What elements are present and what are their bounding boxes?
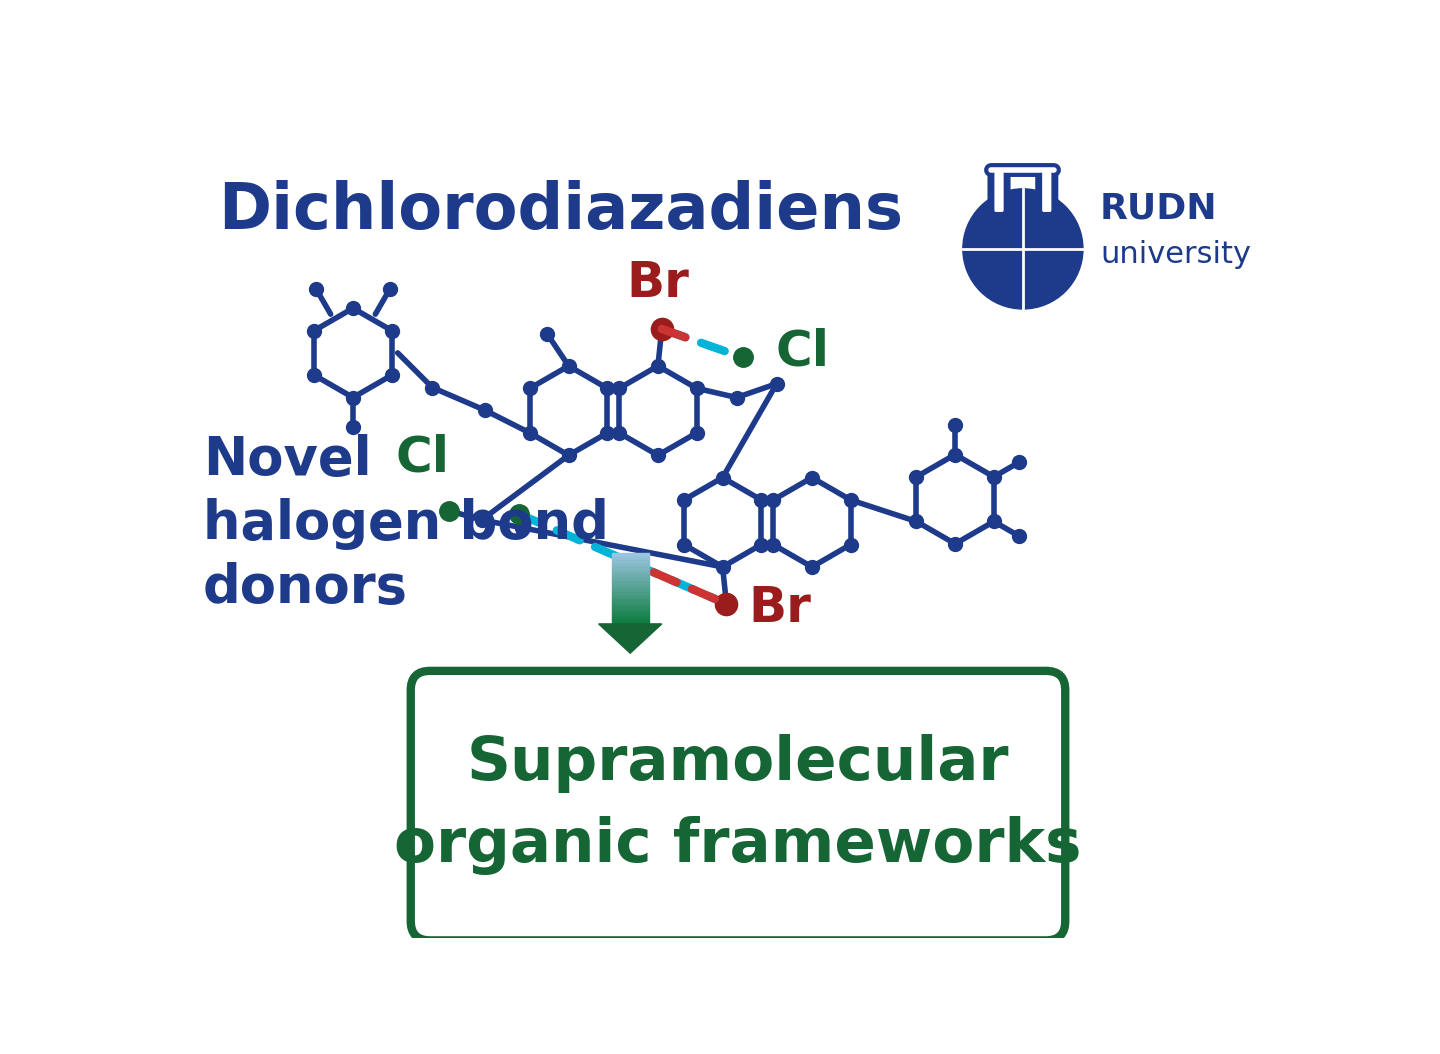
Text: Cl: Cl (396, 433, 449, 482)
FancyBboxPatch shape (410, 670, 1066, 940)
Bar (612, 574, 648, 578)
Bar (612, 564, 648, 567)
Bar (612, 592, 648, 596)
Bar (612, 613, 648, 617)
Bar (612, 578, 648, 582)
Text: Novel
halogen bond
donors: Novel halogen bond donors (203, 433, 609, 614)
Circle shape (963, 189, 1083, 309)
Bar (612, 571, 648, 574)
Bar (612, 603, 648, 606)
FancyBboxPatch shape (1043, 172, 1051, 212)
Text: RUDN: RUDN (1100, 191, 1218, 226)
Bar (612, 553, 648, 557)
Text: Br: Br (626, 259, 690, 308)
Bar (612, 557, 648, 560)
Bar (612, 585, 648, 588)
Bar (612, 596, 648, 599)
Text: Cl: Cl (775, 328, 829, 375)
Text: university: university (1100, 240, 1251, 269)
Text: Br: Br (747, 584, 811, 631)
Bar (612, 588, 648, 592)
Bar (612, 567, 648, 571)
Bar (612, 582, 648, 585)
Bar (612, 617, 648, 621)
FancyBboxPatch shape (1035, 165, 1058, 219)
FancyBboxPatch shape (995, 172, 1004, 212)
Bar (612, 599, 648, 603)
Bar (612, 609, 648, 613)
Bar (612, 621, 648, 624)
Text: Supramolecular
organic frameworks: Supramolecular organic frameworks (395, 735, 1081, 876)
FancyBboxPatch shape (988, 165, 1011, 219)
Bar (612, 560, 648, 564)
Bar (612, 606, 648, 609)
FancyArrow shape (599, 624, 662, 653)
Text: Dichlorodiazadiens: Dichlorodiazadiens (219, 179, 903, 241)
